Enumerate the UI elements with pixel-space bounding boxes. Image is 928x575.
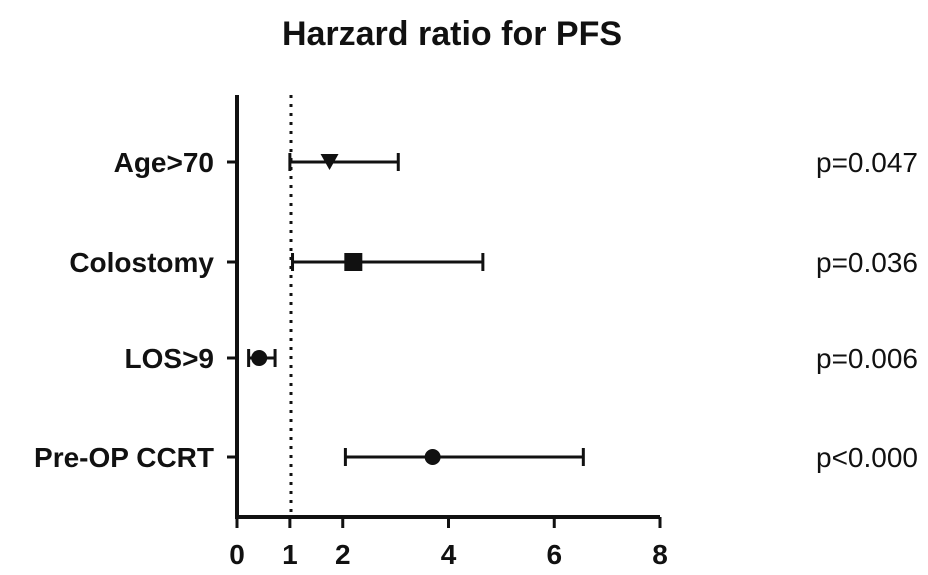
x-tick-label: 8 xyxy=(652,539,668,570)
point-estimate-marker xyxy=(424,449,441,465)
p-value-label: p=0.047 xyxy=(816,147,918,178)
forest-row: LOS>9 p=0.006 xyxy=(125,343,918,374)
row-label: LOS>9 xyxy=(125,343,214,374)
forest-rows: Age>70 p=0.047 Colostomy p=0.036 LOS>9 p=0.00… xyxy=(34,147,918,473)
p-value-label: p<0.000 xyxy=(816,442,918,473)
point-estimate-marker xyxy=(251,350,268,366)
forest-row: Colostomy p=0.036 xyxy=(69,247,918,278)
x-tick-label: 1 xyxy=(282,539,298,570)
forest-row: Pre-OP CCRT p<0.000 xyxy=(34,442,918,473)
forest-row: Age>70 p=0.047 xyxy=(114,147,918,178)
point-estimate-marker xyxy=(344,253,363,271)
x-tick-label: 0 xyxy=(229,539,245,570)
p-value-label: p=0.006 xyxy=(816,343,918,374)
row-label: Pre-OP CCRT xyxy=(34,442,214,473)
row-label: Colostomy xyxy=(69,247,214,278)
chart-title: Harzard ratio for PFS xyxy=(282,15,622,53)
point-estimate-marker xyxy=(320,154,339,170)
x-tick-label: 4 xyxy=(441,539,457,570)
x-tick-label: 6 xyxy=(546,539,562,570)
x-tick-label: 2 xyxy=(335,539,351,570)
row-label: Age>70 xyxy=(114,147,214,178)
x-axis-ticks: 0 1 2 4 6 8 xyxy=(229,517,668,570)
p-value-label: p=0.036 xyxy=(816,247,918,278)
